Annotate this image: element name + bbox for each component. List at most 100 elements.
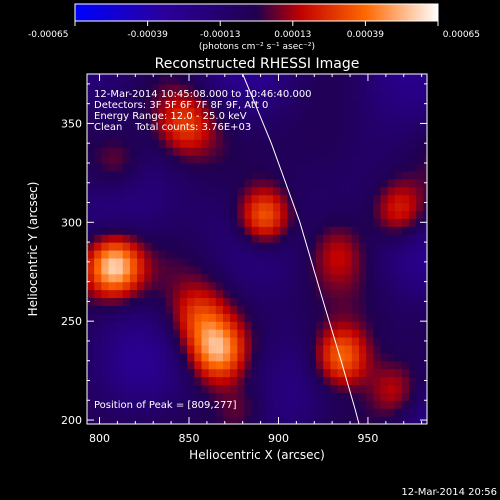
- heatmap-cell: [94, 352, 102, 362]
- heatmap-cell: [108, 139, 117, 148]
- heatmap-cell: [244, 408, 253, 417]
- heatmap-cell: [366, 218, 374, 227]
- heatmap-cell: [308, 162, 317, 172]
- heatmap-cell: [137, 344, 145, 354]
- heatmap-cell: [344, 336, 353, 346]
- heatmap-cell: [344, 416, 353, 424]
- heatmap-cell: [94, 170, 102, 180]
- heatmap-cell: [394, 242, 403, 251]
- heatmap-cell: [144, 75, 153, 85]
- heatmap-cell: [409, 139, 417, 148]
- heatmap-cell: [180, 368, 188, 378]
- heatmap-cell: [223, 289, 231, 299]
- heatmap-cell: [280, 321, 289, 330]
- heatmap-cell: [359, 281, 367, 291]
- heatmap-cell: [237, 392, 246, 401]
- heatmap-cell: [215, 352, 224, 362]
- heatmap-cell: [194, 155, 203, 164]
- heatmap-cell: [129, 99, 138, 109]
- heatmap-cell: [359, 400, 367, 409]
- heatmap-cell: [280, 297, 289, 306]
- heatmap-cell: [151, 139, 160, 148]
- heatmap-cell: [308, 74, 317, 77]
- heatmap-cell: [330, 281, 339, 291]
- heatmap-cell: [359, 210, 367, 219]
- heatmap-cell: [301, 273, 310, 283]
- heatmap-cell: [280, 265, 289, 275]
- heatmap-cell: [387, 336, 396, 346]
- heatmap-cell: [351, 305, 360, 314]
- heatmap-cell: [165, 321, 174, 330]
- heatmap-cell: [409, 242, 417, 251]
- heatmap-cell: [359, 336, 367, 346]
- heatmap-cell: [115, 313, 124, 322]
- heatmap-cell: [201, 360, 210, 370]
- heatmap-cell: [344, 313, 353, 322]
- heatmap-cell: [258, 186, 267, 196]
- heatmap-cell: [308, 75, 317, 85]
- heatmap-cell: [158, 83, 167, 93]
- heatmap-cell: [294, 194, 303, 204]
- heatmap-cell: [344, 289, 353, 299]
- heatmap-cell: [151, 186, 160, 196]
- heatmap-cell: [273, 234, 281, 243]
- heatmap-cell: [330, 226, 339, 235]
- heatmap-cell: [409, 83, 417, 93]
- heatmap-cell: [237, 257, 246, 267]
- heatmap-cell: [265, 321, 274, 330]
- heatmap-cell: [330, 147, 339, 156]
- heatmap-cell: [87, 344, 95, 354]
- heatmap-cell: [401, 360, 410, 370]
- heatmap-cell: [273, 131, 281, 140]
- heatmap-cell: [287, 344, 296, 354]
- heatmap-cell: [351, 74, 360, 77]
- heatmap-cell: [129, 218, 138, 227]
- heatmap-cell: [409, 91, 417, 101]
- heatmap-cell: [258, 313, 267, 322]
- heatmap-cell: [258, 281, 267, 291]
- heatmap-cell: [172, 107, 181, 117]
- heatmap-cell: [337, 249, 346, 259]
- heatmap-cell: [144, 210, 153, 219]
- heatmap-cell: [265, 162, 274, 172]
- heatmap-cell: [423, 91, 427, 101]
- heatmap-cell: [144, 99, 153, 109]
- heatmap-cell: [337, 368, 346, 378]
- heatmap-cell: [301, 242, 310, 251]
- heatmap-cell: [180, 257, 188, 267]
- heatmap-cell: [351, 321, 360, 330]
- heatmap-cell: [337, 91, 346, 101]
- heatmap-cell: [280, 368, 289, 378]
- heatmap-cell: [237, 281, 246, 291]
- heatmap-cell: [208, 329, 217, 338]
- heatmap-cell: [201, 289, 210, 299]
- heatmap-cell: [223, 273, 231, 283]
- colorbar-ticks: -0.00065 -0.00039 -0.00013 0.00013 0.00039 0.…: [28, 21, 480, 40]
- heatmap-cell: [165, 281, 174, 291]
- heatmap-cell: [108, 210, 117, 219]
- heatmap-cell: [208, 265, 217, 275]
- heatmap-cell: [151, 360, 160, 370]
- heatmap-cell: [94, 107, 102, 117]
- heatmap-cell: [265, 265, 274, 275]
- heatmap-cell: [401, 234, 410, 243]
- heatmap-cell: [230, 352, 238, 362]
- heatmap-cell: [144, 400, 153, 409]
- heatmap-cell: [230, 123, 238, 132]
- heatmap-cell: [380, 99, 389, 109]
- heatmap-cell: [273, 107, 281, 117]
- heatmap-cell: [194, 329, 203, 338]
- heatmap-cell: [223, 178, 231, 188]
- heatmap-cell: [172, 329, 181, 338]
- heatmap-cell: [308, 123, 317, 132]
- heatmap-cell: [316, 162, 324, 172]
- heatmap-cell: [394, 329, 403, 338]
- heatmap-cell: [316, 147, 324, 156]
- heatmap-cell: [201, 368, 210, 378]
- heatmap-cell: [244, 313, 253, 322]
- heatmap-cell: [273, 75, 281, 85]
- heatmap-cell: [137, 123, 145, 132]
- heatmap-cell: [194, 107, 203, 117]
- heatmap-cell: [287, 257, 296, 267]
